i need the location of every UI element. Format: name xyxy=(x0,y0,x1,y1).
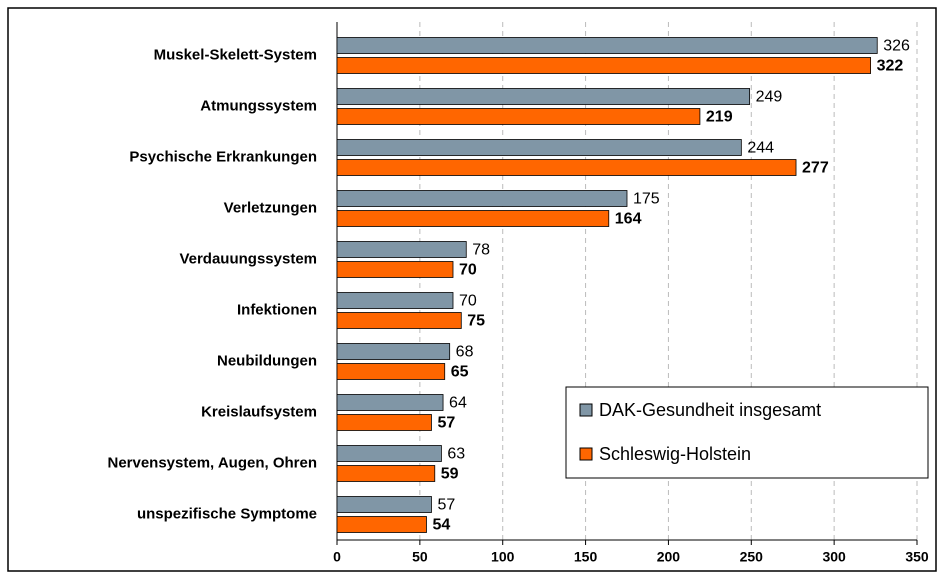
y-tick-label: Infektionen xyxy=(237,301,317,318)
bar xyxy=(336,139,742,156)
x-tick-label: 0 xyxy=(333,549,341,565)
y-tick-label: Nervensystem, Augen, Ohren xyxy=(107,454,317,471)
value-label: 65 xyxy=(451,364,469,381)
legend-swatch xyxy=(579,403,593,417)
y-tick-label: Kreislaufsystem xyxy=(201,403,317,420)
value-label: 70 xyxy=(459,293,477,310)
x-tick-label: 350 xyxy=(905,549,929,565)
bar xyxy=(336,516,427,533)
value-label: 63 xyxy=(447,446,465,463)
value-label: 219 xyxy=(706,109,733,126)
bar xyxy=(336,343,451,360)
value-label: 75 xyxy=(467,313,485,330)
value-label: 277 xyxy=(802,160,829,177)
bar xyxy=(336,394,444,411)
bar xyxy=(336,159,797,176)
legend-box xyxy=(565,386,929,479)
value-label: 59 xyxy=(441,466,459,483)
value-label: 78 xyxy=(472,242,490,259)
bar xyxy=(336,108,701,125)
bar xyxy=(336,261,454,278)
value-label: 57 xyxy=(437,415,455,432)
value-label: 164 xyxy=(615,211,642,228)
y-tick-label: Psychische Erkrankungen xyxy=(129,148,317,165)
value-label: 244 xyxy=(747,140,774,157)
y-tick-label: Verletzungen xyxy=(224,199,317,216)
bar xyxy=(336,37,878,54)
bar xyxy=(336,496,432,513)
bar xyxy=(336,312,462,329)
value-label: 64 xyxy=(449,395,467,412)
x-tick-label: 50 xyxy=(412,549,428,565)
y-tick-label: Verdauungssystem xyxy=(179,250,317,267)
value-label: 249 xyxy=(756,89,783,106)
bar xyxy=(336,57,871,74)
bar xyxy=(336,241,467,258)
value-label: 322 xyxy=(877,58,904,75)
value-label: 54 xyxy=(432,517,450,534)
value-label: 57 xyxy=(437,497,455,514)
legend-label: Schleswig-Holstein xyxy=(599,444,751,464)
y-tick-label: Neubildungen xyxy=(217,352,317,369)
legend-label: DAK-Gesundheit insgesamt xyxy=(599,400,821,420)
x-tick-label: 200 xyxy=(657,549,681,565)
x-tick-label: 100 xyxy=(491,549,515,565)
legend-swatch xyxy=(579,447,593,461)
y-tick-label: unspezifische Symptome xyxy=(137,505,317,522)
x-tick-label: 250 xyxy=(740,549,764,565)
bar xyxy=(336,363,446,380)
value-label: 70 xyxy=(459,262,477,279)
bar xyxy=(336,445,442,462)
x-tick-label: 300 xyxy=(822,549,846,565)
bar xyxy=(336,465,436,482)
bar xyxy=(336,190,628,207)
x-tick-label: 150 xyxy=(574,549,598,565)
value-label: 175 xyxy=(633,191,660,208)
y-tick-label: Muskel-Skelett-System xyxy=(154,46,317,63)
bar xyxy=(336,414,432,431)
value-label: 326 xyxy=(883,38,910,55)
bar xyxy=(336,210,610,227)
value-label: 68 xyxy=(456,344,474,361)
bar xyxy=(336,292,454,309)
bar xyxy=(336,88,751,105)
y-tick-label: Atmungssystem xyxy=(200,97,317,114)
